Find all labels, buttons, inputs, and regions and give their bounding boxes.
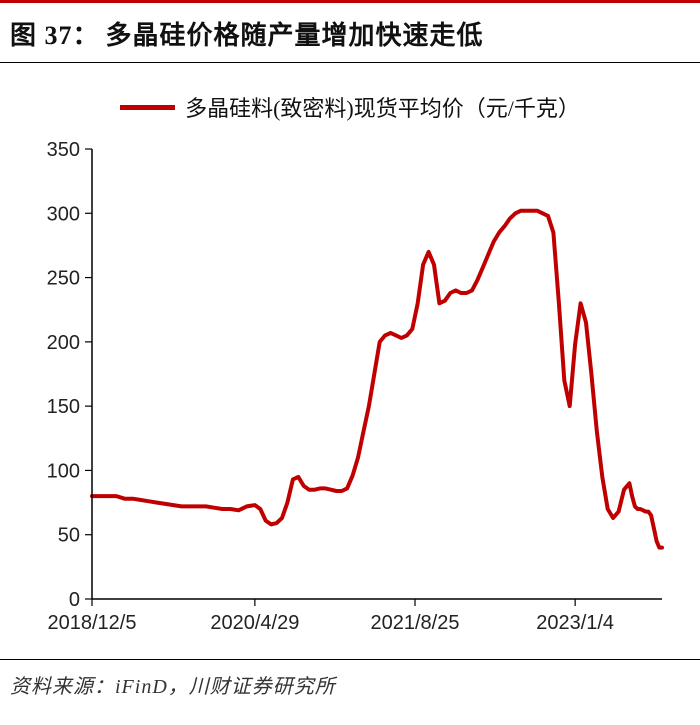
- svg-text:50: 50: [58, 525, 80, 547]
- svg-text:0: 0: [69, 589, 80, 611]
- svg-text:2021/8/25: 2021/8/25: [371, 612, 460, 634]
- svg-text:200: 200: [47, 332, 80, 354]
- line-chart: 0 50 100 150 200 250 300 350 2018/12/5 2020/4/29…: [20, 129, 680, 659]
- source-line: 资料来源：iFinD，川财证券研究所: [0, 659, 700, 699]
- legend-label: 多晶硅料(致密料)现货平均价（元/千克）: [185, 96, 580, 121]
- svg-text:2023/1/4: 2023/1/4: [536, 612, 614, 634]
- series-line: [92, 211, 662, 548]
- svg-text:350: 350: [47, 139, 80, 161]
- svg-text:2018/12/5: 2018/12/5: [48, 612, 137, 634]
- svg-text:100: 100: [47, 460, 80, 482]
- y-axis: 0 50 100 150 200 250 300 350: [47, 139, 92, 611]
- svg-text:2020/4/29: 2020/4/29: [210, 612, 299, 634]
- source-value: iFinD，川财证券研究所: [115, 676, 336, 698]
- chart-legend: 多晶硅料(致密料)现货平均价（元/千克）: [20, 73, 680, 129]
- x-axis: 2018/12/5 2020/4/29 2021/8/25 2023/1/4: [48, 599, 615, 634]
- legend-swatch: [120, 105, 175, 110]
- svg-text:300: 300: [47, 203, 80, 225]
- figure-title-text: 多晶硅价格随产量增加快速走低: [106, 21, 484, 50]
- figure-title-bar: 图 37：多晶硅价格随产量增加快速走低: [0, 0, 700, 63]
- svg-text:150: 150: [47, 396, 80, 418]
- chart-area: 多晶硅料(致密料)现货平均价（元/千克） 0 50 100 150 200 250 300 3…: [0, 63, 700, 659]
- source-label: 资料来源：: [10, 676, 115, 698]
- figure-number: 图 37：: [10, 21, 100, 50]
- figure-container: 图 37：多晶硅价格随产量增加快速走低 多晶硅料(致密料)现货平均价（元/千克）…: [0, 0, 700, 725]
- svg-text:250: 250: [47, 268, 80, 290]
